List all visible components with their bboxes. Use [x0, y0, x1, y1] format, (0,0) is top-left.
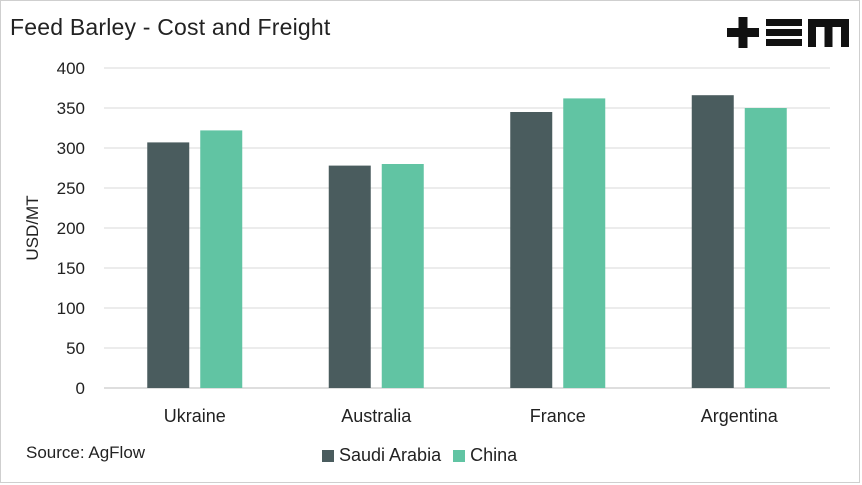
chart-title: Feed Barley - Cost and Freight	[10, 14, 331, 40]
bar-saudi-arabia-france	[510, 112, 553, 388]
category-label: Ukraine	[164, 406, 226, 426]
legend-label-china: China	[470, 445, 518, 465]
legend-swatch-saudi-arabia	[322, 449, 334, 462]
bar-china-france	[563, 98, 606, 389]
legend-item-china: China	[453, 445, 517, 466]
bar-saudi-arabia-australia	[328, 165, 371, 388]
legend: Saudi Arabia China	[322, 445, 529, 466]
y-tick-label: 0	[76, 379, 85, 398]
category-label: Argentina	[701, 406, 779, 426]
y-tick-label: 50	[66, 339, 85, 358]
category-label: France	[530, 406, 586, 426]
y-axis-title: USD/MT	[23, 195, 42, 260]
legend-item-saudi-arabia: Saudi Arabia	[322, 445, 441, 466]
y-tick-label: 300	[57, 139, 85, 158]
legend-label-saudi-arabia: Saudi Arabia	[339, 445, 442, 465]
y-tick-label: 250	[57, 179, 85, 198]
category-label: Australia	[341, 406, 412, 426]
y-tick-label: 200	[57, 219, 85, 238]
y-tick-labels: 0 50 100 150 200 250 300 350 400	[57, 59, 85, 398]
bar-saudi-arabia-ukraine	[147, 142, 190, 388]
source-note: Source: AgFlow	[26, 443, 146, 462]
category-labels: Ukraine Australia France Argentina	[164, 406, 779, 426]
bar-china-australia	[381, 164, 424, 388]
bar-china-argentina	[744, 108, 787, 388]
y-tick-label: 100	[57, 299, 85, 318]
y-tick-label: 350	[57, 99, 85, 118]
tem-logo	[727, 16, 851, 55]
bar-china-ukraine	[200, 130, 243, 388]
legend-swatch-china	[453, 449, 466, 462]
bars	[147, 95, 787, 389]
bar-saudi-arabia-argentina	[691, 95, 734, 388]
bar-chart: 0 50 100 150 200 250 300 350 400 Ukraine Australi…	[23, 59, 830, 426]
y-tick-label: 150	[57, 259, 85, 278]
y-tick-label: 400	[57, 59, 85, 78]
